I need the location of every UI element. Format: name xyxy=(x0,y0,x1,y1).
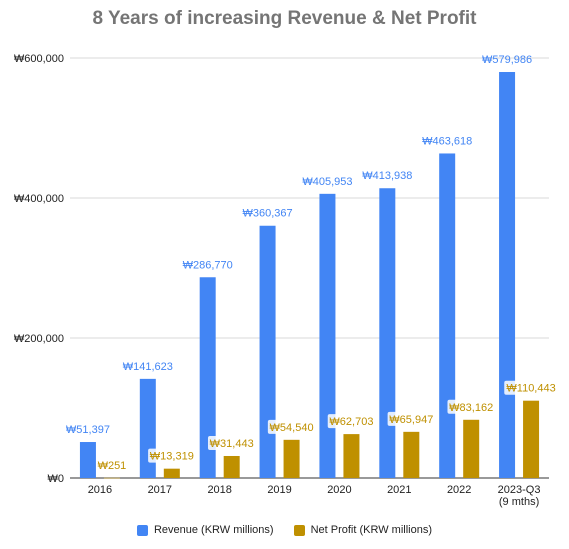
revenue-bar xyxy=(439,153,456,478)
revenue-bar xyxy=(199,277,216,478)
x-tick-label: 2021 xyxy=(387,484,411,496)
revenue-bar xyxy=(319,193,336,479)
net-profit-label-background xyxy=(387,411,436,426)
legend-label-net-profit: Net Profit (KRW millions) xyxy=(310,524,433,536)
net-profit-bar xyxy=(103,477,120,479)
net-profit-bar xyxy=(343,434,360,478)
revenue-bar xyxy=(259,225,276,478)
net-profit-bar xyxy=(403,431,420,478)
legend-item-net-profit[interactable]: Net Profit (KRW millions) xyxy=(293,524,433,536)
chart-legend: Revenue (KRW millions) Net Profit (KRW m… xyxy=(0,524,569,536)
revenue-bar xyxy=(379,188,396,478)
legend-swatch-net-profit xyxy=(293,524,305,536)
net-profit-label-background xyxy=(327,414,376,429)
legend-item-revenue[interactable]: Revenue (KRW millions) xyxy=(136,524,274,536)
x-tick-label: 2018 xyxy=(207,484,231,496)
net-profit-label-background xyxy=(267,419,316,434)
revenue-data-label: ₩405,953 xyxy=(302,176,352,188)
net-profit-label-background xyxy=(504,380,558,395)
net-profit-data-label: ₩65,947 xyxy=(389,414,433,426)
x-tick-label: 2017 xyxy=(148,484,172,496)
net-profit-bar xyxy=(463,419,480,478)
revenue-data-label: ₩413,938 xyxy=(362,170,412,182)
net-profit-label-background xyxy=(97,457,127,472)
net-profit-bar xyxy=(523,400,540,478)
net-profit-data-label: ₩13,319 xyxy=(150,451,194,463)
y-tick-label: ₩0 xyxy=(48,473,65,485)
x-tick-label: 2020 xyxy=(327,484,351,496)
x-tick-label: 2019 xyxy=(267,484,291,496)
net-profit-data-label: ₩110,443 xyxy=(506,383,555,395)
legend-label-revenue: Revenue (KRW millions) xyxy=(153,524,274,536)
revenue-data-label: ₩286,770 xyxy=(183,259,233,271)
net-profit-bar xyxy=(163,468,180,478)
revenue-data-label: ₩51,397 xyxy=(66,424,110,436)
net-profit-label-background xyxy=(207,435,256,450)
revenue-bar xyxy=(139,378,156,478)
chart-title: 8 Years of increasing Revenue & Net Prof… xyxy=(92,8,477,29)
revenue-data-label: ₩463,618 xyxy=(422,135,472,147)
net-profit-data-label: ₩83,162 xyxy=(449,402,493,414)
net-profit-bar xyxy=(283,439,300,478)
net-profit-label-background xyxy=(447,399,495,414)
revenue-bar xyxy=(499,72,516,479)
y-tick-label: ₩200,000 xyxy=(14,333,64,345)
revenue-bar xyxy=(79,442,96,478)
x-tick-label: 2023-Q3 xyxy=(498,484,541,496)
net-profit-data-label: ₩62,703 xyxy=(329,416,373,428)
x-tick-label: 2022 xyxy=(447,484,471,496)
net-profit-data-label: ₩54,540 xyxy=(270,422,314,434)
legend-swatch-revenue xyxy=(136,524,148,536)
revenue-data-label: ₩141,623 xyxy=(123,361,173,373)
net-profit-data-label: ₩31,443 xyxy=(210,438,254,450)
y-tick-label: ₩400,000 xyxy=(14,193,64,205)
net-profit-bar xyxy=(223,455,240,478)
net-profit-data-label: ₩251 xyxy=(98,460,127,472)
x-tick-label: 2016 xyxy=(88,484,112,496)
revenue-data-label: ₩579,986 xyxy=(482,54,532,66)
revenue-data-label: ₩360,367 xyxy=(242,208,292,220)
net-profit-label-background xyxy=(148,448,196,463)
x-tick-label: (9 mths) xyxy=(499,496,539,508)
y-tick-label: ₩600,000 xyxy=(14,53,64,65)
